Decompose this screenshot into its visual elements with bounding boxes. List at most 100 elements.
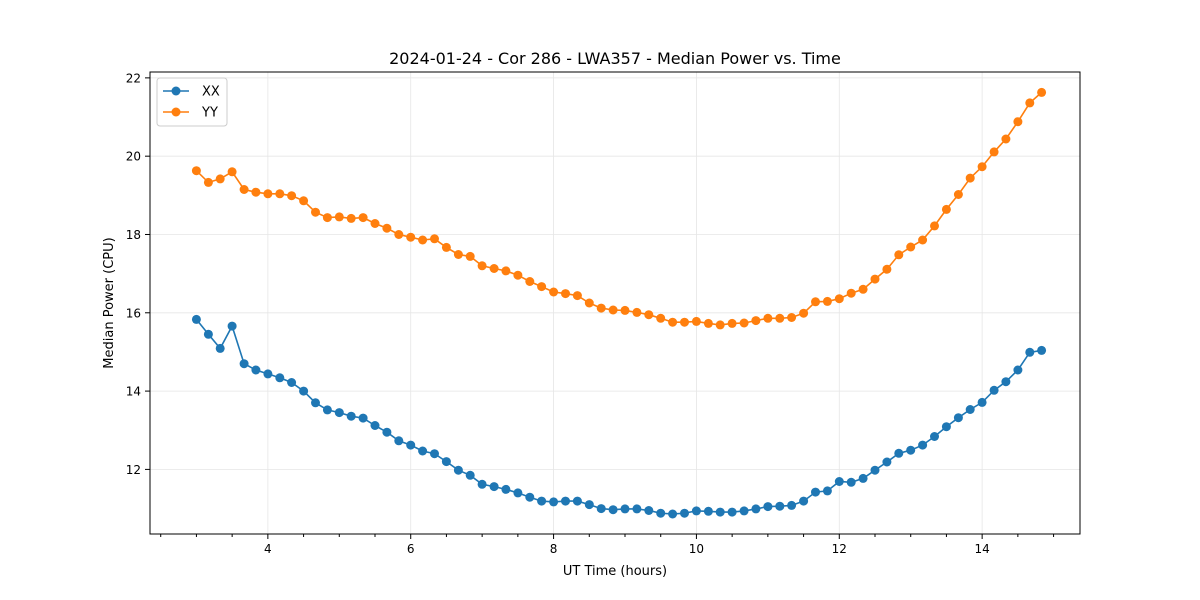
data-point-yy	[322, 213, 332, 223]
data-point-xx	[334, 408, 344, 418]
data-point-yy	[239, 185, 249, 194]
x-tick-label: 14	[975, 542, 990, 556]
data-point-yy	[811, 297, 820, 307]
data-point-yy	[739, 318, 749, 328]
data-point-xx	[656, 508, 666, 518]
data-point-yy	[930, 221, 939, 231]
data-point-xx	[501, 484, 511, 494]
y-tick-label: 18	[126, 228, 141, 242]
data-point-yy	[965, 173, 975, 183]
data-point-xx	[965, 405, 975, 414]
data-point-xx	[191, 314, 201, 324]
data-point-xx	[513, 488, 523, 498]
data-point-yy	[513, 270, 523, 280]
data-point-yy	[870, 274, 880, 284]
data-point-xx	[739, 506, 749, 516]
data-point-yy	[191, 166, 201, 176]
data-point-xx	[346, 411, 356, 421]
plot-frame	[149, 71, 1081, 535]
data-point-yy	[215, 174, 225, 184]
data-point-xx	[382, 427, 392, 437]
data-point-yy	[561, 289, 570, 299]
data-point-yy	[525, 277, 535, 286]
data-point-xx	[227, 321, 237, 331]
data-point-xx	[215, 343, 225, 353]
data-point-xx	[882, 457, 892, 467]
data-point-yy	[656, 313, 666, 323]
data-point-yy	[549, 287, 559, 297]
data-point-yy	[691, 316, 701, 326]
data-point-yy	[501, 266, 511, 276]
data-point-yy	[668, 317, 678, 327]
x-tick-label: 4	[264, 542, 272, 556]
data-point-xx	[703, 506, 713, 516]
data-point-xx	[465, 470, 475, 480]
data-point-xx	[287, 378, 297, 387]
data-point-xx	[763, 502, 773, 512]
data-point-yy	[382, 223, 392, 233]
data-point-yy	[822, 296, 832, 306]
data-point-yy	[584, 298, 594, 308]
data-point-xx	[930, 432, 939, 441]
data-point-xx	[239, 359, 249, 369]
data-point-xx	[918, 440, 928, 450]
data-point-xx	[275, 373, 285, 383]
y-tick-label: 20	[126, 150, 141, 164]
grid	[150, 72, 1080, 534]
data-point-yy	[418, 235, 428, 245]
data-point-yy	[477, 261, 487, 271]
data-point-yy	[894, 250, 904, 260]
data-point-xx	[549, 497, 559, 507]
data-point-yy	[311, 207, 320, 217]
data-point-xx	[751, 504, 761, 514]
data-point-xx	[584, 500, 594, 510]
data-point-xx	[989, 385, 999, 395]
data-point-xx	[811, 487, 820, 497]
data-point-xx	[441, 457, 451, 467]
data-point-xx	[263, 369, 273, 379]
data-point-xx	[775, 501, 785, 511]
data-point-yy	[203, 177, 213, 187]
data-point-yy	[251, 187, 261, 197]
data-point-yy	[537, 282, 547, 292]
data-point-xx	[418, 446, 428, 456]
x-tick-label: 8	[550, 542, 558, 556]
y-tick-label: 14	[126, 385, 141, 399]
data-point-yy	[680, 317, 689, 327]
axis-ticks: 4 6 8 10 12 14 12 14 16 18 20 22	[126, 71, 1055, 556]
data-point-yy	[834, 294, 844, 304]
data-point-xx	[596, 504, 606, 514]
data-point-yy	[572, 291, 582, 301]
data-point-xx	[668, 509, 678, 519]
data-point-xx	[251, 365, 261, 375]
data-point-xx	[941, 422, 951, 432]
data-point-xx	[977, 397, 987, 407]
x-axis-label: UT Time (hours)	[563, 564, 667, 579]
data-point-xx	[311, 398, 320, 408]
data-point-xx	[477, 479, 487, 489]
data-point-yy	[358, 213, 368, 223]
data-point-yy	[799, 308, 809, 318]
data-point-yy	[263, 189, 273, 199]
data-point-xx	[822, 486, 832, 496]
data-point-xx	[858, 473, 868, 483]
data-point-yy	[918, 235, 928, 245]
data-point-xx	[870, 465, 880, 475]
data-point-xx	[1001, 377, 1011, 387]
data-point-xx	[953, 413, 963, 423]
data-point-yy	[394, 230, 404, 239]
data-point-xx	[299, 386, 309, 396]
data-point-yy	[787, 313, 797, 322]
data-point-yy	[465, 251, 475, 261]
data-point-xx	[834, 477, 844, 486]
data-point-yy	[632, 307, 642, 317]
data-point-xx	[358, 413, 368, 423]
y-axis-label: Median Power (CPU)	[102, 237, 117, 368]
data-point-yy	[346, 213, 356, 223]
data-point-yy	[846, 288, 856, 298]
data-point-yy	[715, 320, 725, 330]
data-point-yy	[453, 250, 463, 259]
data-point-xx	[1013, 365, 1023, 375]
data-point-yy	[1013, 117, 1023, 127]
data-point-xx	[322, 405, 332, 415]
